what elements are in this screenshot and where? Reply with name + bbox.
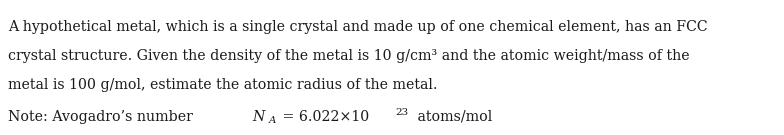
Text: metal is 100 g/mol, estimate the atomic radius of the metal.: metal is 100 g/mol, estimate the atomic … [8, 78, 437, 92]
Text: crystal structure. Given the density of the metal is 10 g/cm³ and the atomic wei: crystal structure. Given the density of … [8, 49, 690, 63]
Text: N: N [252, 110, 265, 124]
Text: A hypothetical metal, which is a single crystal and made up of one chemical elem: A hypothetical metal, which is a single … [8, 20, 708, 34]
Text: = 6.022×10: = 6.022×10 [278, 110, 369, 124]
Text: A: A [268, 116, 276, 125]
Text: Note: Avogadro’s number: Note: Avogadro’s number [8, 110, 198, 124]
Text: 23: 23 [396, 108, 408, 117]
Text: atoms/mol: atoms/mol [412, 110, 492, 124]
